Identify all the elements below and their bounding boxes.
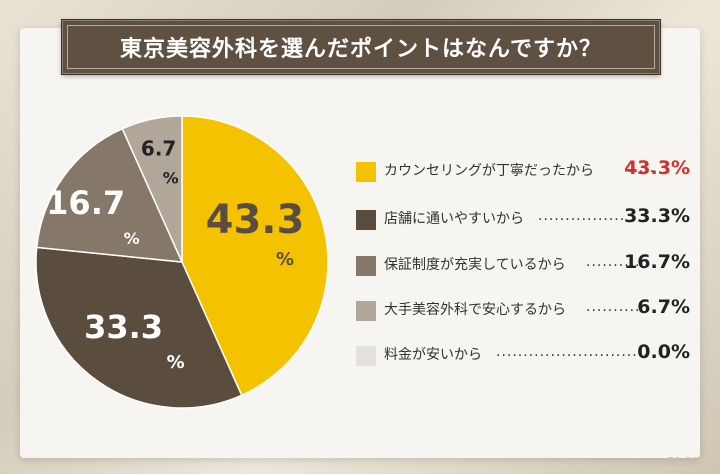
legend-item-price: 料金が安いから ............................ 0.0… bbox=[356, 336, 696, 376]
legend-value: 33.3% bbox=[624, 205, 690, 227]
legend-label: 大手美容外科で安心するから bbox=[384, 302, 566, 318]
pie-slice bbox=[181, 115, 329, 397]
pie-slice bbox=[35, 127, 184, 263]
legend-swatch bbox=[356, 162, 376, 182]
pie-slice bbox=[35, 246, 243, 409]
legend-label: 料金が安いから bbox=[384, 347, 482, 363]
legend-swatch bbox=[356, 346, 376, 366]
pie-slice-label: 6.7 bbox=[141, 136, 176, 160]
pie-percent-sign: % bbox=[124, 229, 140, 248]
pie-percent-sign: % bbox=[167, 352, 185, 373]
pie-slice bbox=[121, 115, 183, 263]
legend-item-access: 店舗に通いやすいから ................ 33.3% bbox=[356, 200, 696, 240]
legend-swatch bbox=[356, 256, 376, 276]
legend-swatch bbox=[356, 301, 376, 321]
pie-slice-label: 16.7 bbox=[46, 184, 125, 222]
legend-item-warranty: 保証制度が充実しているから .......... 16.7% bbox=[356, 246, 696, 286]
legend-value: 16.7% bbox=[624, 251, 690, 273]
pie-slice-label: 33.3 bbox=[84, 308, 163, 346]
legend-leader-dots: ............................ bbox=[496, 344, 649, 360]
legend-label: カウンセリングが丁寧だったから bbox=[384, 163, 594, 179]
chart-title: 東京美容外科を選んだポイントはなんですか？ bbox=[120, 36, 602, 62]
pie-percent-sign: % bbox=[163, 168, 179, 187]
legend-swatch bbox=[356, 210, 376, 230]
legend-leader-dots: ..... bbox=[628, 160, 656, 176]
legend-leader-dots: ................ bbox=[538, 208, 626, 224]
legend-item-counseling: カウンセリングが丁寧だったから ..... 43.3% bbox=[356, 152, 696, 192]
title-banner: 東京美容外科を選んだポイントはなんですか？ bbox=[61, 19, 661, 75]
legend-item-major-clinic: 大手美容外科で安心するから .......... 6.7% bbox=[356, 291, 696, 331]
pie-slice-label: 43.3 bbox=[206, 197, 305, 243]
legend-value: 43.3% bbox=[624, 157, 690, 179]
brand-logo: GLOW bbox=[665, 455, 706, 468]
legend-leader-dots: .......... bbox=[586, 254, 641, 270]
legend-value: 0.0% bbox=[637, 341, 690, 363]
pie-percent-sign: % bbox=[276, 249, 294, 270]
legend-label: 保証制度が充実しているから bbox=[384, 257, 566, 273]
legend-value: 6.7% bbox=[637, 296, 690, 318]
legend-label: 店舗に通いやすいから bbox=[384, 211, 524, 227]
legend-leader-dots: .......... bbox=[586, 299, 641, 315]
